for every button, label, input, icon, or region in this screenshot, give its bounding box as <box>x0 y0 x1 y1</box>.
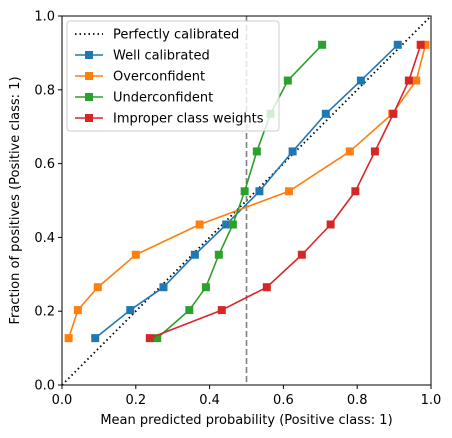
legend-entry-perfectly-calibrated: Perfectly calibrated <box>75 28 239 43</box>
data-point-overconfident <box>412 76 421 85</box>
x-tick-label: 1.0 <box>421 393 442 408</box>
data-point-underconfident <box>201 283 210 292</box>
data-point-improper-class-weights <box>217 306 226 315</box>
data-point-well-calibrated <box>222 220 231 229</box>
data-point-well-calibrated <box>255 187 264 196</box>
x-tick-label: 0.0 <box>52 393 73 408</box>
data-point-overconfident <box>73 306 82 315</box>
data-point-well-calibrated <box>190 250 199 259</box>
legend-entry-underconfident: Underconfident <box>75 91 213 106</box>
data-point-improper-class-weights <box>416 40 425 49</box>
legend-swatch-marker-underconfident <box>85 93 93 101</box>
x-tick-label: 0.4 <box>199 393 220 408</box>
data-point-improper-class-weights <box>297 250 306 259</box>
y-tick-label: 1.0 <box>34 10 55 25</box>
y-tick-label: 0.2 <box>34 305 55 320</box>
x-tick-label: 0.6 <box>273 393 294 408</box>
data-point-well-calibrated <box>393 40 402 49</box>
legend-label-underconfident: Underconfident <box>113 91 213 106</box>
data-point-overconfident <box>421 40 430 49</box>
x-axis-label: Mean predicted probability (Positive cla… <box>100 413 392 428</box>
data-point-improper-class-weights <box>404 76 413 85</box>
data-point-improper-class-weights <box>389 109 398 118</box>
data-point-improper-class-weights <box>351 187 360 196</box>
series-line-overconfident <box>67 44 427 339</box>
y-axis-label: Fraction of positives (Positive class: 1… <box>8 76 23 324</box>
data-point-improper-class-weights <box>262 283 271 292</box>
data-point-well-calibrated <box>356 76 365 85</box>
data-point-improper-class-weights <box>145 334 154 343</box>
y-tick-label: 0.8 <box>34 83 55 98</box>
data-point-underconfident <box>318 40 327 49</box>
data-point-underconfident <box>153 334 162 343</box>
legend-label-improper-class-weights: Improper class weights <box>113 112 264 127</box>
data-point-underconfident <box>252 147 261 156</box>
axes-frame <box>61 15 432 386</box>
x-tick-label: 0.2 <box>125 393 146 408</box>
y-tick-label: 0.0 <box>34 379 55 394</box>
legend-label-overconfident: Overconfident <box>113 70 205 85</box>
data-point-underconfident <box>185 306 194 315</box>
legend: Perfectly calibrated Well calibrated Ove… <box>66 20 280 132</box>
legend-entry-well-calibrated: Well calibrated <box>75 49 210 64</box>
data-point-overconfident <box>131 250 140 259</box>
data-point-underconfident <box>228 220 237 229</box>
legend-entry-overconfident: Overconfident <box>75 70 205 85</box>
legend-swatch-marker-well-calibrated <box>85 51 93 59</box>
legend-swatch-marker-improper-class-weights <box>85 114 93 122</box>
axes-spines <box>61 15 432 386</box>
legend-label-perfectly-calibrated: Perfectly calibrated <box>113 28 239 43</box>
data-point-underconfident <box>214 250 223 259</box>
data-point-overconfident <box>195 220 204 229</box>
x-tick-label: 0.8 <box>347 393 368 408</box>
y-tick-label: 0.4 <box>34 231 55 246</box>
axis-ticks: 0.0 0.2 0.4 0.6 0.8 1.0 0.0 0.2 0.4 0.6 0.8 1.0 <box>34 10 441 409</box>
data-point-improper-class-weights <box>370 147 379 156</box>
data-point-overconfident <box>345 147 354 156</box>
data-point-well-calibrated <box>91 334 100 343</box>
legend-entry-improper-class-weights: Improper class weights <box>75 112 264 127</box>
series-line-improper-class-weights <box>149 44 422 339</box>
data-point-well-calibrated <box>126 306 135 315</box>
data-point-underconfident <box>283 76 292 85</box>
series-improper-class-weights <box>145 40 425 343</box>
y-tick-label: 0.6 <box>34 157 55 172</box>
data-point-overconfident <box>64 334 73 343</box>
data-point-well-calibrated <box>321 109 330 118</box>
data-point-well-calibrated <box>288 147 297 156</box>
data-point-underconfident <box>240 187 249 196</box>
data-point-improper-class-weights <box>326 220 335 229</box>
data-point-overconfident <box>93 283 102 292</box>
perfectly-calibrated-line <box>61 15 432 386</box>
legend-swatch-marker-overconfident <box>85 72 93 80</box>
data-point-overconfident <box>284 187 293 196</box>
legend-label-well-calibrated: Well calibrated <box>113 49 210 64</box>
data-point-well-calibrated <box>159 283 168 292</box>
legend-box <box>66 20 280 132</box>
